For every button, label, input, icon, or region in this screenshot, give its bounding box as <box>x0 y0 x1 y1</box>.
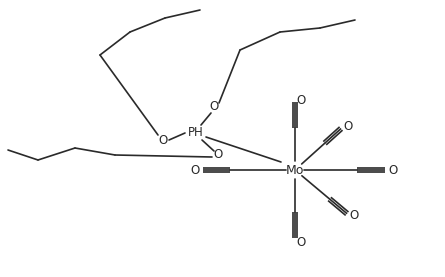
Text: PH: PH <box>188 127 204 140</box>
Text: O: O <box>210 101 218 114</box>
Text: O: O <box>296 94 306 106</box>
Text: O: O <box>190 163 200 176</box>
Text: O: O <box>158 134 168 147</box>
Text: O: O <box>296 235 306 248</box>
Text: Mo: Mo <box>286 163 304 176</box>
Text: O: O <box>349 209 359 222</box>
Text: O: O <box>213 148 222 161</box>
Text: O: O <box>344 120 353 133</box>
Text: O: O <box>388 163 398 176</box>
